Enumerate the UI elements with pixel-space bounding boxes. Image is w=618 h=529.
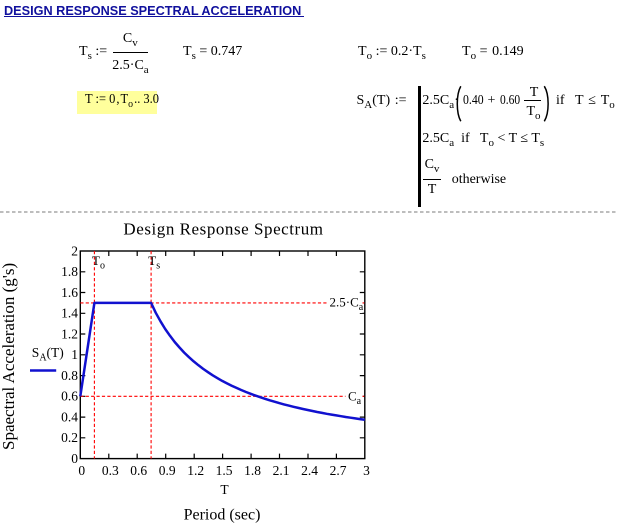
svg-text:2: 2 [71,243,78,258]
svg-text:Period (sec): Period (sec) [184,507,261,524]
svg-text:1.2: 1.2 [61,326,78,341]
svg-text:SA(T): SA(T) [32,345,64,364]
svg-text:0: 0 [78,463,85,478]
svg-text:2.1: 2.1 [273,463,290,478]
svg-text:1.4: 1.4 [61,306,78,321]
svg-text:1.8: 1.8 [61,264,78,279]
svg-text:0.8: 0.8 [61,368,78,383]
svg-text:1: 1 [71,347,78,362]
svg-text:0.4: 0.4 [61,409,78,424]
svg-text:Design Response Spectrum: Design Response Spectrum [123,220,323,239]
svg-text:Spaectral Acceleration (g's): Spaectral Acceleration (g's) [0,263,18,450]
svg-text:0.9: 0.9 [159,463,176,478]
svg-text:1.2: 1.2 [187,463,204,478]
svg-text:1.6: 1.6 [61,285,78,300]
svg-text:Ts: Ts [148,253,160,272]
svg-text:2.5·Ca: 2.5·Ca [330,295,364,314]
svg-text:0: 0 [71,451,78,466]
svg-text:2.4: 2.4 [301,463,318,478]
svg-text:0.2: 0.2 [61,430,78,445]
svg-text:0.6: 0.6 [130,463,147,478]
svg-text:T: T [220,482,229,497]
svg-text:0.3: 0.3 [102,463,119,478]
svg-text:0.6: 0.6 [61,389,78,404]
svg-text:2.7: 2.7 [330,463,347,478]
svg-text:3: 3 [363,463,370,478]
svg-text:1.8: 1.8 [244,463,261,478]
svg-text:1.5: 1.5 [216,463,233,478]
